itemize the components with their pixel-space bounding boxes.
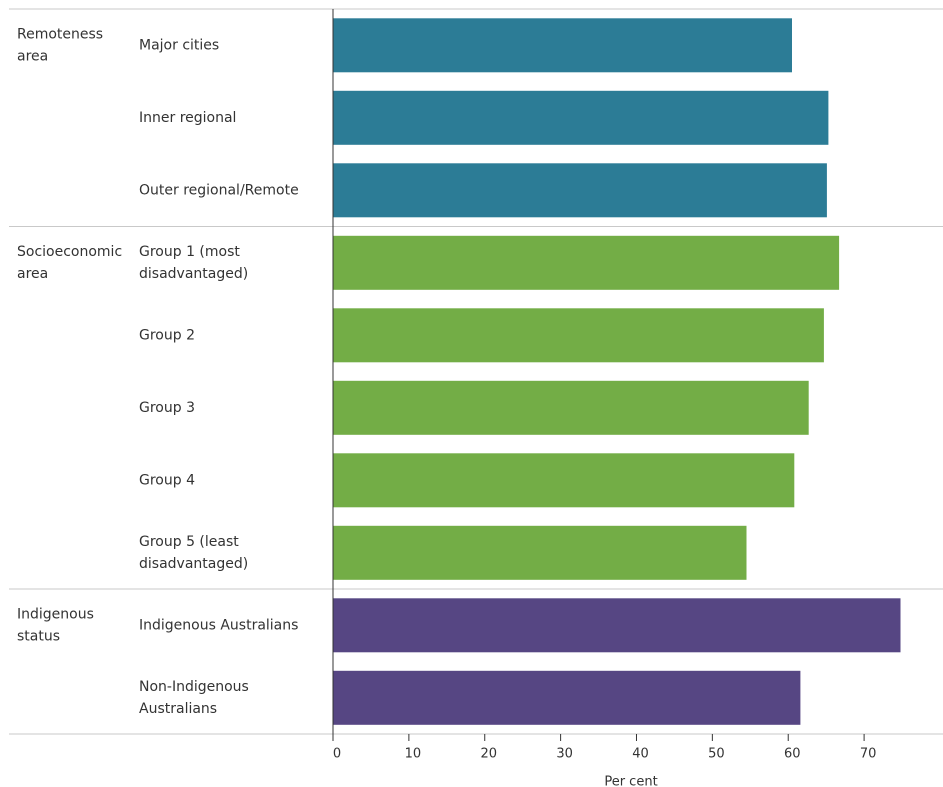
x-tick-label: 60	[784, 747, 801, 762]
bar	[333, 18, 792, 73]
group-label-line: area	[17, 266, 48, 282]
category-label-line: Group 3	[139, 400, 195, 416]
group-separators	[9, 8, 943, 735]
category-label-line: Group 1 (most	[139, 244, 240, 260]
category-label: Group 2	[139, 327, 195, 343]
category-label: Group 3	[139, 400, 195, 416]
group-label-line: area	[17, 48, 48, 64]
group-label-line: Remoteness	[17, 26, 103, 42]
category-label-line: Australians	[139, 701, 217, 717]
bar	[333, 598, 901, 653]
bar	[333, 235, 840, 290]
category-label-line: disadvantaged)	[139, 556, 248, 572]
x-tick-label: 30	[556, 747, 573, 762]
category-label: Inner regional	[139, 110, 236, 126]
category-label: Group 5 (least disadvantaged)	[139, 534, 248, 572]
x-axis-title: Per cent	[604, 775, 657, 787]
bar	[333, 380, 809, 435]
x-axis-ticks: 0 10 20 30 40 50 60 70	[332, 734, 877, 762]
x-tick-label: 10	[405, 747, 422, 762]
category-label-line: disadvantaged)	[139, 266, 248, 282]
group-label-line: Socioeconomic	[17, 244, 122, 260]
x-tick-label: 40	[632, 747, 649, 762]
group-labels: Remoteness area Socioeconomic area Indigenou…	[17, 26, 122, 644]
bar	[333, 453, 795, 508]
group-label: Remoteness area	[17, 26, 103, 64]
category-label-line: Indigenous Australians	[139, 617, 298, 633]
category-label: Major cities	[139, 37, 219, 53]
category-label: Outer regional/Remote	[139, 182, 299, 198]
category-label: Indigenous Australians	[139, 617, 298, 633]
category-label-line: Group 5 (least	[139, 534, 239, 550]
category-labels: Major cities Inner regional Outer regional…	[139, 37, 299, 717]
x-tick-label: 0	[333, 747, 341, 762]
x-tick-label: 50	[708, 747, 725, 762]
bar	[333, 308, 824, 363]
category-label-line: Non-Indigenous	[139, 679, 249, 695]
group-label: Indigenous status	[17, 606, 94, 644]
group-label-line: status	[17, 628, 60, 644]
category-label: Group 1 (most disadvantaged)	[139, 244, 248, 282]
bar	[333, 90, 829, 145]
x-tick-label: 70	[860, 747, 877, 762]
category-label-line: Inner regional	[139, 110, 236, 126]
category-label: Group 4	[139, 472, 195, 488]
group-label-line: Indigenous	[17, 606, 94, 622]
group-label: Socioeconomic area	[17, 244, 122, 282]
category-label: Non-Indigenous Australians	[139, 679, 249, 717]
category-label-line: Group 4	[139, 472, 195, 488]
category-label-line: Major cities	[139, 37, 219, 53]
category-label-line: Group 2	[139, 327, 195, 343]
bars	[333, 18, 901, 725]
bar	[333, 670, 801, 725]
bar	[333, 163, 827, 218]
bar	[333, 525, 747, 580]
category-label-line: Outer regional/Remote	[139, 182, 299, 198]
x-tick-label: 20	[480, 747, 497, 762]
